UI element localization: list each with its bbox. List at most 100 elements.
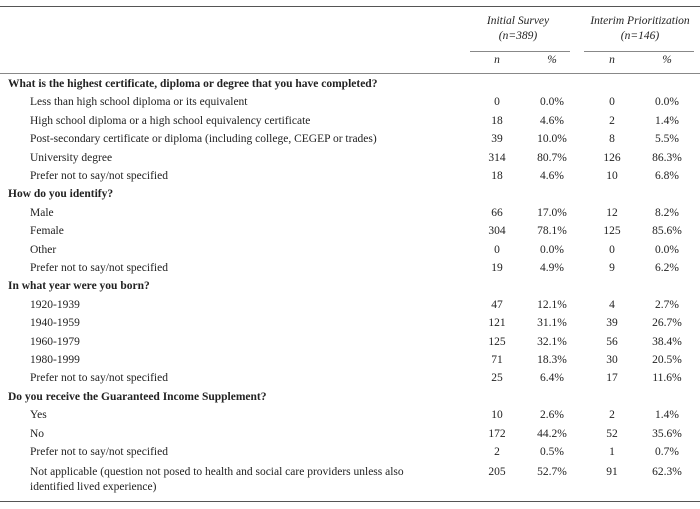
group-n: (n=389) [498,30,538,42]
cell-value: 85.6% [652,225,682,238]
cell-value: 62.3% [652,466,682,479]
cell-value: 2.6% [540,409,564,422]
cell-value: 10 [491,409,503,422]
cell-value: 125 [603,225,621,238]
cell-value: 4.6% [540,170,564,182]
row-label: Other [30,243,57,256]
cell-value: 32.1% [537,335,567,348]
cell-value: 80.7% [537,151,567,164]
cell-value: 8 [609,133,615,146]
cell-value: 19 [491,262,503,274]
cell-value: 20.5% [652,354,682,366]
cell-value: 0 [494,96,500,109]
cell-value: 4.9% [540,262,564,274]
cell-value: 0 [609,243,615,256]
row-label: Prefer not to say/not specified [30,372,168,385]
cell-value: 30 [606,354,618,366]
cell-value: 17 [606,372,618,385]
cell-value: 71 [491,354,503,366]
section-question: What is the highest certificate, diploma… [8,78,378,90]
cell-value: 12.1% [537,298,567,311]
row-label: Not applicable (question not posed to he… [30,466,404,494]
rule [584,51,694,52]
cell-value: 0.0% [655,243,679,256]
cell-value: 1.4% [655,409,679,422]
row-label: 1960-1979 [30,335,80,348]
cell-value: 6.4% [540,372,564,385]
row-label: 1920-1939 [30,298,80,311]
row-label: Prefer not to say/not specified [30,446,168,458]
cell-value: 0 [494,243,500,256]
row-label: Female [30,225,64,238]
row-label: No [30,427,45,440]
cell-value: 39 [491,133,503,146]
cell-value: 0.0% [540,243,564,256]
cell-value: 314 [488,151,506,164]
column-header: % [662,54,672,66]
cell-value: 52 [606,427,618,440]
section-question: Do you receive the Guaranteed Income Sup… [8,390,267,403]
rule [0,73,700,74]
row-label: 1980-1999 [30,354,80,366]
cell-value: 47 [491,298,503,311]
section-question: How do you identify? [8,188,114,201]
cell-value: 26.7% [652,317,682,330]
column-header: % [547,54,557,66]
cell-value: 2 [609,409,615,422]
cell-value: 86.3% [652,151,682,164]
rule [0,501,700,502]
column-header: n [494,54,500,66]
row-label: Yes [30,409,47,422]
cell-value: 4.6% [540,114,564,127]
section-question: In what year were you born? [8,280,150,293]
rule [470,51,570,52]
row-label: University degree [30,151,113,164]
cell-value: 78.1% [537,225,567,238]
cell-value: 205 [488,466,506,479]
cell-value: 2.7% [655,298,679,311]
group-n: (n=146) [620,30,660,42]
cell-value: 52.7% [537,466,567,479]
cell-value: 126 [603,151,621,164]
cell-value: 66 [491,206,503,219]
cell-value: 44.2% [537,427,567,440]
cell-value: 8.2% [655,206,679,219]
cell-value: 6.8% [655,170,679,182]
cell-value: 31.1% [537,317,567,330]
column-header: n [609,54,615,66]
cell-value: 0 [609,96,615,109]
row-label: Prefer not to say/not specified [30,170,168,182]
row-label: High school diploma or a high school equ… [30,114,311,127]
rule [0,6,700,7]
cell-value: 121 [488,317,506,330]
row-label: Post-secondary certificate or diploma (i… [30,133,377,146]
cell-value: 1 [609,446,615,458]
row-label: Prefer not to say/not specified [30,262,168,274]
cell-value: 10.0% [537,133,567,146]
cell-value: 39 [606,317,618,330]
cell-value: 0.5% [540,446,564,458]
cell-value: 10 [606,170,618,182]
cell-value: 18 [491,114,503,127]
cell-value: 91 [606,466,618,479]
cell-value: 25 [491,372,503,385]
group-title: Interim Prioritization [590,15,690,27]
group-title: Initial Survey [486,15,550,27]
cell-value: 0.0% [655,96,679,109]
cell-value: 11.6% [652,372,682,385]
row-label: Less than high school diploma or its equ… [30,96,248,109]
cell-value: 125 [488,335,506,348]
cell-value: 9 [609,262,615,274]
cell-value: 2 [494,446,500,458]
cell-value: 35.6% [652,427,682,440]
cell-value: 38.4% [652,335,682,348]
cell-value: 6.2% [655,262,679,274]
cell-value: 304 [488,225,506,238]
cell-value: 172 [488,427,506,440]
cell-value: 2 [609,114,615,127]
cell-value: 1.4% [655,114,679,127]
cell-value: 5.5% [655,133,679,146]
cell-value: 0.7% [655,446,679,458]
cell-value: 0.0% [540,96,564,109]
